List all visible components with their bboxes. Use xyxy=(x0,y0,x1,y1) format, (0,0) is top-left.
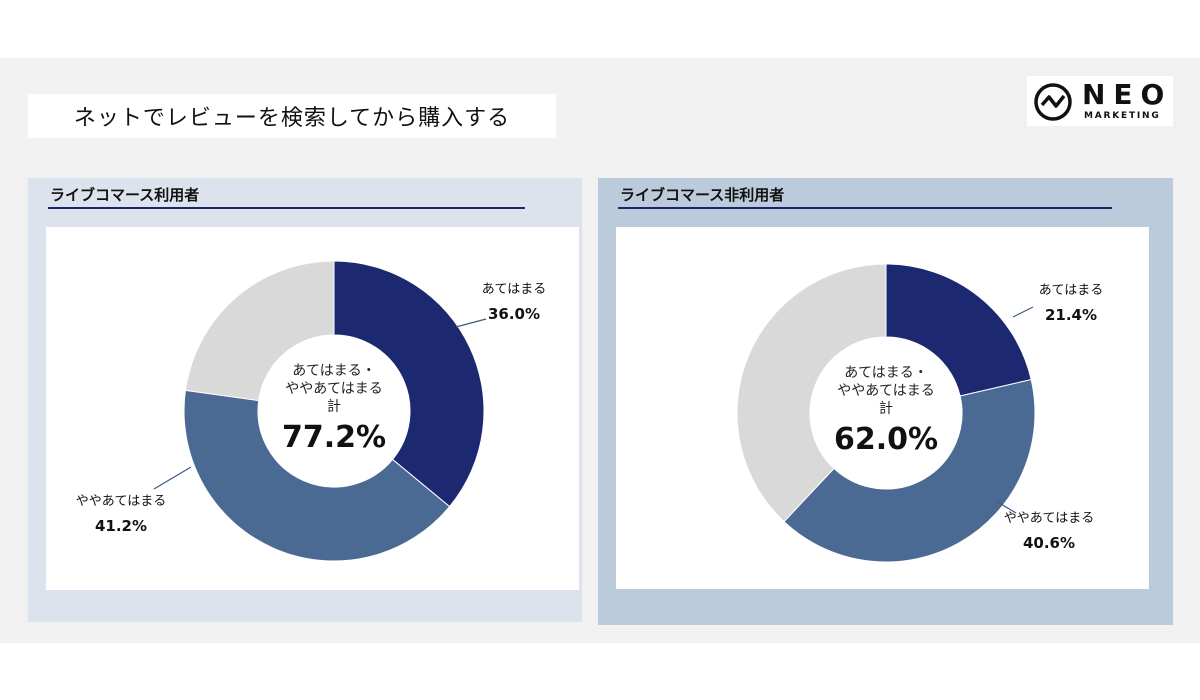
donut-chart-users: あてはまる36.0%ややあてはまる41.2%あてはまる・ややあてはまる計77.2… xyxy=(76,260,546,562)
donut-slice-agree xyxy=(885,263,1032,397)
logo-circle-icon xyxy=(1034,83,1072,121)
page-title: ネットでレビューを検索してから購入する xyxy=(28,94,556,138)
slice-label: あてはまる xyxy=(482,282,546,297)
neo-marketing-logo: NEO MARKETING xyxy=(1027,76,1173,126)
chart-card: あてはまる 21.4% ややあてはまる 40.6% あてはまる・ ややあてはまる計 62.0… xyxy=(616,227,1149,589)
panel-title-underline xyxy=(48,207,525,209)
chart-card: あてはまる 36.0% ややあてはまる 41.2% あてはまる・ ややあてはまる計 77.2… xyxy=(46,227,579,590)
center-caption: ややあてはまる xyxy=(837,383,934,399)
donut-slice-somewhat-agree xyxy=(183,389,451,562)
donut-slice-agree xyxy=(333,260,485,508)
slice-label: ややあてはまる xyxy=(1004,511,1094,526)
slice-leader-line xyxy=(1012,306,1034,318)
donut-slice-other xyxy=(184,260,335,402)
panel-title: ライブコマース利用者 xyxy=(50,186,200,204)
panel-title-underline xyxy=(618,207,1112,209)
center-caption: 計 xyxy=(879,401,893,417)
panel-title: ライブコマース非利用者 xyxy=(620,186,785,204)
center-caption: ややあてはまる xyxy=(285,381,382,397)
panel-livecommerce-users: ライブコマース利用者 あてはまる 36.0% ややあてはまる 41.2% あてはまる・や… xyxy=(28,178,582,622)
slice-leader-line xyxy=(995,500,1017,514)
slice-leader-line xyxy=(455,318,487,328)
slice-label: あてはまる xyxy=(1039,283,1103,298)
donut-slice-other xyxy=(736,263,887,523)
center-caption: あてはまる・ xyxy=(844,365,927,381)
center-caption: あてはまる・ xyxy=(292,363,375,379)
logo-word: NEO xyxy=(1082,78,1173,111)
slice-label: ややあてはまる xyxy=(76,494,166,509)
slice-leader-line xyxy=(153,466,192,490)
slice-value-label: 41.2% xyxy=(95,517,147,535)
center-total-value: 77.2% xyxy=(282,420,386,455)
slice-value-label: 40.6% xyxy=(1023,534,1075,552)
center-caption: 計 xyxy=(327,399,341,415)
donut-chart-nonusers: あてはまる21.4%ややあてはまる40.6%あてはまる・ややあてはまる計62.0… xyxy=(736,263,1103,563)
panel-livecommerce-nonusers: ライブコマース非利用者 あてはまる 21.4% ややあてはまる 40.6% あてはまる・… xyxy=(598,178,1173,625)
logo-subtitle: MARKETING xyxy=(1084,111,1161,121)
donut-slice-somewhat-agree xyxy=(783,378,1036,563)
center-total-value: 62.0% xyxy=(834,422,938,457)
slice-value-label: 36.0% xyxy=(488,305,540,323)
slice-value-label: 21.4% xyxy=(1045,306,1097,324)
